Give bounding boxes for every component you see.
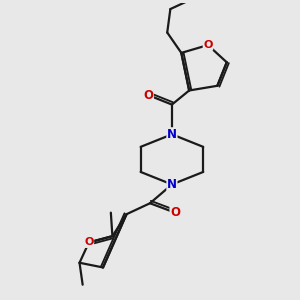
Text: O: O xyxy=(203,40,213,50)
Text: N: N xyxy=(167,128,177,141)
Text: O: O xyxy=(143,89,153,102)
Text: O: O xyxy=(170,206,180,219)
Text: N: N xyxy=(167,178,177,191)
Text: O: O xyxy=(84,237,94,248)
